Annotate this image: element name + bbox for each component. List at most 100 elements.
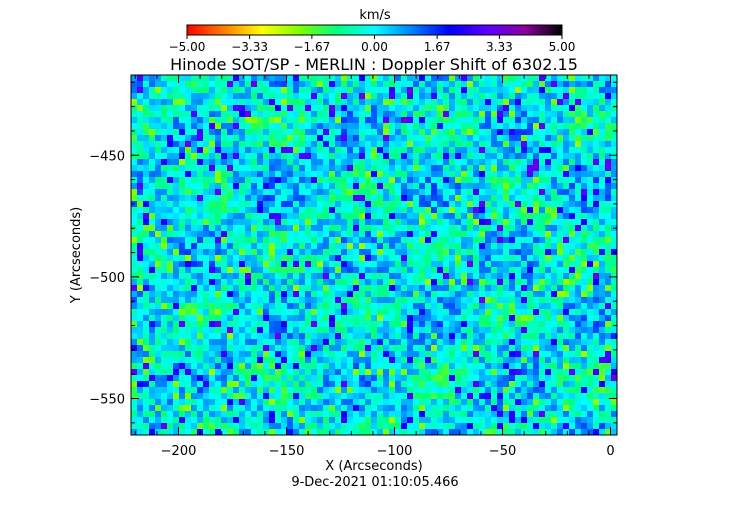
heatmap-cell (515, 273, 521, 279)
heatmap-cell (533, 87, 539, 93)
heatmap-cell (551, 405, 557, 411)
heatmap-cell (503, 123, 509, 129)
colorbar-tick-label: 3.33 (486, 40, 513, 54)
heatmap-cell (335, 369, 341, 375)
heatmap-cell (605, 279, 611, 285)
heatmap-cell (335, 387, 341, 393)
heatmap-cell (419, 387, 425, 393)
heatmap-cell (395, 255, 401, 261)
heatmap-cell (407, 369, 413, 375)
heatmap-cell (275, 393, 281, 399)
heatmap-cell (335, 177, 341, 183)
heatmap-cell (521, 345, 527, 351)
heatmap-cell (455, 333, 461, 339)
heatmap-cell (233, 267, 239, 273)
heatmap-cell (281, 285, 287, 291)
heatmap-cell (221, 141, 227, 147)
heatmap-cell (581, 339, 587, 345)
heatmap-cell (305, 231, 311, 237)
heatmap-cell (449, 369, 455, 375)
heatmap-cell (341, 183, 347, 189)
heatmap-cell (407, 291, 413, 297)
heatmap-cell (593, 243, 599, 249)
heatmap-cell (545, 81, 551, 87)
heatmap-cell (299, 297, 305, 303)
heatmap-cell (221, 423, 227, 429)
heatmap-cell (359, 423, 365, 429)
heatmap-cell (539, 237, 545, 243)
heatmap-cell (149, 225, 155, 231)
heatmap-cell (497, 117, 503, 123)
heatmap-cell (509, 273, 515, 279)
heatmap-cell (269, 315, 275, 321)
heatmap-cell (479, 171, 485, 177)
heatmap-cell (329, 303, 335, 309)
heatmap-cell (509, 243, 515, 249)
heatmap-cell (317, 159, 323, 165)
heatmap-cell (395, 399, 401, 405)
heatmap-cell (557, 357, 563, 363)
heatmap-cell (131, 213, 137, 219)
heatmap-cell (509, 195, 515, 201)
heatmap-cell (233, 159, 239, 165)
heatmap-cell (269, 111, 275, 117)
heatmap-cell (293, 345, 299, 351)
heatmap-cell (137, 99, 143, 105)
heatmap-cell (251, 249, 257, 255)
heatmap-cell (551, 345, 557, 351)
heatmap-cell (137, 381, 143, 387)
heatmap-cell (263, 213, 269, 219)
heatmap-cell (533, 117, 539, 123)
heatmap-cell (563, 207, 569, 213)
heatmap-cell (359, 285, 365, 291)
heatmap-cell (533, 375, 539, 381)
heatmap-cell (173, 315, 179, 321)
heatmap-cell (539, 249, 545, 255)
heatmap-cell (443, 273, 449, 279)
heatmap-cell (461, 267, 467, 273)
heatmap-cell (215, 399, 221, 405)
heatmap-cell (389, 321, 395, 327)
heatmap-cell (581, 285, 587, 291)
heatmap-cell (599, 309, 605, 315)
heatmap-cell (191, 375, 197, 381)
heatmap-cell (353, 171, 359, 177)
heatmap-cell (281, 273, 287, 279)
heatmap-cell (587, 117, 593, 123)
heatmap-cell (281, 225, 287, 231)
heatmap-cell (437, 99, 443, 105)
heatmap-cell (335, 429, 341, 435)
heatmap-cell (233, 405, 239, 411)
heatmap-cell (509, 357, 515, 363)
heatmap-cell (443, 135, 449, 141)
heatmap-cell (173, 333, 179, 339)
heatmap-cell (371, 261, 377, 267)
heatmap-cell (299, 351, 305, 357)
heatmap-cell (407, 273, 413, 279)
heatmap-cell (449, 297, 455, 303)
heatmap-cell (503, 267, 509, 273)
heatmap-cell (533, 309, 539, 315)
heatmap-cell (347, 87, 353, 93)
heatmap-cell (275, 411, 281, 417)
heatmap-cell (551, 213, 557, 219)
heatmap-cell (131, 243, 137, 249)
heatmap-cell (527, 393, 533, 399)
heatmap-cell (137, 267, 143, 273)
heatmap-cell (413, 267, 419, 273)
heatmap-cell (521, 165, 527, 171)
heatmap-cell (437, 357, 443, 363)
heatmap-cell (209, 75, 215, 81)
heatmap-cell (467, 303, 473, 309)
heatmap-cell (473, 195, 479, 201)
heatmap-cell (533, 99, 539, 105)
heatmap-cell (197, 315, 203, 321)
heatmap-cell (251, 285, 257, 291)
heatmap-cell (233, 147, 239, 153)
heatmap-cell (545, 387, 551, 393)
heatmap-cell (137, 345, 143, 351)
heatmap-cell (383, 93, 389, 99)
heatmap-cell (383, 201, 389, 207)
heatmap-cell (509, 249, 515, 255)
